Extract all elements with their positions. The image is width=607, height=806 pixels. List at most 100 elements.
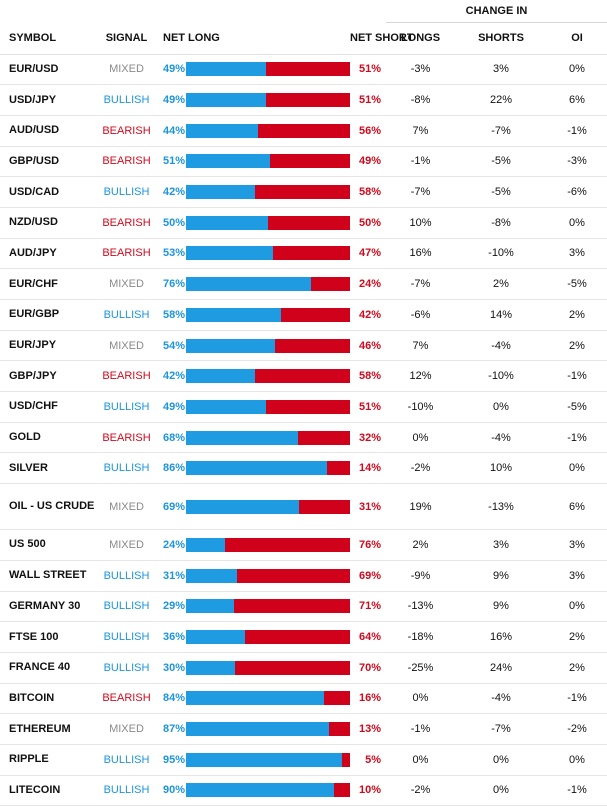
- symbol-label[interactable]: GERMANY 30: [9, 599, 81, 612]
- symbol-label[interactable]: AUD/USD: [9, 124, 60, 137]
- symbol-label[interactable]: EUR/GBP: [9, 308, 60, 321]
- symbol-label[interactable]: USD/CAD: [9, 185, 60, 198]
- net-long-percent: 44%: [163, 124, 186, 137]
- symbol-cell[interactable]: GOLD: [0, 422, 95, 453]
- symbol-cell[interactable]: EUR/CHF: [0, 269, 95, 300]
- table-row[interactable]: EUR/CHF MIXED 76% 24% -7% 2% -5%: [0, 269, 607, 300]
- sentiment-bar-cell: [186, 54, 350, 85]
- symbol-cell[interactable]: FTSE 100: [0, 622, 95, 653]
- net-short-percent: 51%: [358, 400, 381, 413]
- table-row[interactable]: USD/CAD BULLISH 42% 58% -7% -5% -6%: [0, 177, 607, 208]
- signal-label: BULLISH: [103, 753, 150, 766]
- symbol-cell[interactable]: EUR/JPY: [0, 330, 95, 361]
- table-row[interactable]: ETHEREUM MIXED 87% 13% -1% -7% -2%: [0, 714, 607, 745]
- symbol-cell[interactable]: USD/JPY: [0, 85, 95, 116]
- table-row[interactable]: EUR/USD MIXED 49% 51% -3% 3% 0%: [0, 54, 607, 85]
- table-row[interactable]: GBP/JPY BEARISH 42% 58% 12% -10% -1%: [0, 361, 607, 392]
- net-short-bar: [323, 691, 350, 706]
- symbol-cell[interactable]: USD/CHF: [0, 392, 95, 423]
- symbol-label[interactable]: NZD/USD: [9, 216, 58, 229]
- net-long-bar: [186, 568, 237, 583]
- symbol-cell[interactable]: GBP/JPY: [0, 361, 95, 392]
- symbol-label[interactable]: AUD/JPY: [9, 246, 57, 259]
- table-row[interactable]: OIL - US CRUDE MIXED 69% 31% 19% -13% 6%: [0, 484, 607, 530]
- sentiment-bar: [186, 499, 350, 514]
- table-row[interactable]: BITCOIN BEARISH 84% 16% 0% -4% -1%: [0, 683, 607, 714]
- change-longs: -10%: [407, 400, 434, 413]
- table-row[interactable]: EUR/JPY MIXED 54% 46% 7% -4% 2%: [0, 330, 607, 361]
- change-oi: -5%: [567, 278, 587, 291]
- symbol-label[interactable]: RIPPLE: [9, 753, 49, 766]
- sentiment-bar: [186, 154, 350, 169]
- symbol-cell[interactable]: SILVER: [0, 453, 95, 484]
- symbol-cell[interactable]: EUR/GBP: [0, 300, 95, 331]
- symbol-label[interactable]: FRANCE 40: [9, 661, 71, 674]
- symbol-label[interactable]: EUR/USD: [9, 62, 59, 75]
- change-oi: 0%: [569, 600, 585, 613]
- net-short-bar: [310, 277, 350, 292]
- table-row[interactable]: RIPPLE BULLISH 95% 5% 0% 0% 0%: [0, 744, 607, 776]
- table-row[interactable]: US 500 MIXED 24% 76% 2% 3% 3%: [0, 530, 607, 561]
- symbol-cell[interactable]: AUD/JPY: [0, 238, 95, 269]
- net-short-percent: 24%: [358, 278, 381, 291]
- net-short-bar: [266, 399, 350, 414]
- table-row[interactable]: EUR/GBP BULLISH 58% 42% -6% 14% 2%: [0, 300, 607, 331]
- signal-label: MIXED: [109, 278, 144, 291]
- symbol-label[interactable]: US 500: [9, 538, 46, 551]
- symbol-cell[interactable]: GBP/USD: [0, 146, 95, 177]
- net-long-percent: 68%: [163, 431, 186, 444]
- symbol-cell[interactable]: EUR/USD: [0, 54, 95, 85]
- symbol-label[interactable]: GBP/USD: [9, 154, 60, 167]
- table-row[interactable]: LITECOIN BULLISH 90% 10% -2% 0% -1%: [0, 775, 607, 806]
- table-row[interactable]: GBP/USD BEARISH 51% 49% -1% -5% -3%: [0, 146, 607, 177]
- net-short-bar: [266, 62, 350, 77]
- column-header-net-long: NET LONG: [158, 22, 350, 55]
- symbol-label[interactable]: USD/JPY: [9, 93, 57, 106]
- symbol-label[interactable]: FTSE 100: [9, 630, 59, 643]
- symbol-cell[interactable]: NZD/USD: [0, 207, 95, 238]
- table-row[interactable]: AUD/USD BEARISH 44% 56% 7% -7% -1%: [0, 115, 607, 147]
- symbol-cell[interactable]: AUD/USD: [0, 115, 95, 146]
- table-row[interactable]: SILVER BULLISH 86% 14% -2% 10% 0%: [0, 453, 607, 484]
- table-row[interactable]: FTSE 100 BULLISH 36% 64% -18% 16% 2%: [0, 622, 607, 653]
- table-row[interactable]: GOLD BEARISH 68% 32% 0% -4% -1%: [0, 422, 607, 453]
- symbol-label[interactable]: LITECOIN: [9, 783, 61, 796]
- net-long-bar: [186, 62, 267, 77]
- symbol-label[interactable]: ETHEREUM: [9, 722, 71, 735]
- symbol-label[interactable]: EUR/CHF: [9, 277, 58, 290]
- symbol-cell[interactable]: LITECOIN: [0, 775, 95, 806]
- table-row[interactable]: WALL STREET BULLISH 31% 69% -9% 9% 3%: [0, 560, 607, 591]
- symbol-cell[interactable]: FRANCE 40: [0, 652, 95, 683]
- table-row[interactable]: NZD/USD BEARISH 50% 50% 10% -8% 0%: [0, 207, 607, 239]
- table-row[interactable]: USD/CHF BULLISH 49% 51% -10% 0% -5%: [0, 392, 607, 423]
- symbol-label[interactable]: EUR/JPY: [9, 339, 57, 352]
- symbol-cell[interactable]: OIL - US CRUDE: [0, 484, 95, 530]
- change-oi: -3%: [567, 155, 587, 168]
- net-short-percent: 76%: [358, 538, 381, 551]
- symbol-cell[interactable]: GERMANY 30: [0, 591, 95, 622]
- table-row[interactable]: AUD/JPY BEARISH 53% 47% 16% -10% 3%: [0, 238, 607, 269]
- sentiment-bar: [186, 568, 350, 583]
- table-row[interactable]: USD/JPY BULLISH 49% 51% -8% 22% 6%: [0, 85, 607, 116]
- symbol-cell[interactable]: WALL STREET: [0, 560, 95, 591]
- symbol-label[interactable]: USD/CHF: [9, 400, 58, 413]
- sentiment-bar: [186, 399, 350, 414]
- symbol-cell[interactable]: US 500: [0, 530, 95, 561]
- table-row[interactable]: FRANCE 40 BULLISH 30% 70% -25% 24% 2%: [0, 652, 607, 684]
- change-longs: -25%: [407, 661, 434, 674]
- symbol-cell[interactable]: RIPPLE: [0, 744, 95, 775]
- sentiment-bar: [186, 277, 350, 292]
- symbol-label[interactable]: BITCOIN: [9, 691, 55, 704]
- symbol-label[interactable]: GOLD: [9, 431, 41, 444]
- symbol-label[interactable]: OIL - US CRUDE: [9, 500, 95, 513]
- sentiment-bar-cell: [186, 85, 350, 116]
- table-row[interactable]: GERMANY 30 BULLISH 29% 71% -13% 9% 0%: [0, 591, 607, 622]
- column-header-longs: LONGS: [386, 22, 455, 55]
- symbol-label[interactable]: SILVER: [9, 461, 48, 474]
- symbol-cell[interactable]: USD/CAD: [0, 177, 95, 208]
- change-oi: 0%: [569, 753, 585, 766]
- symbol-label[interactable]: WALL STREET: [9, 569, 87, 582]
- symbol-cell[interactable]: ETHEREUM: [0, 714, 95, 745]
- symbol-label[interactable]: GBP/JPY: [9, 369, 57, 382]
- symbol-cell[interactable]: BITCOIN: [0, 683, 95, 714]
